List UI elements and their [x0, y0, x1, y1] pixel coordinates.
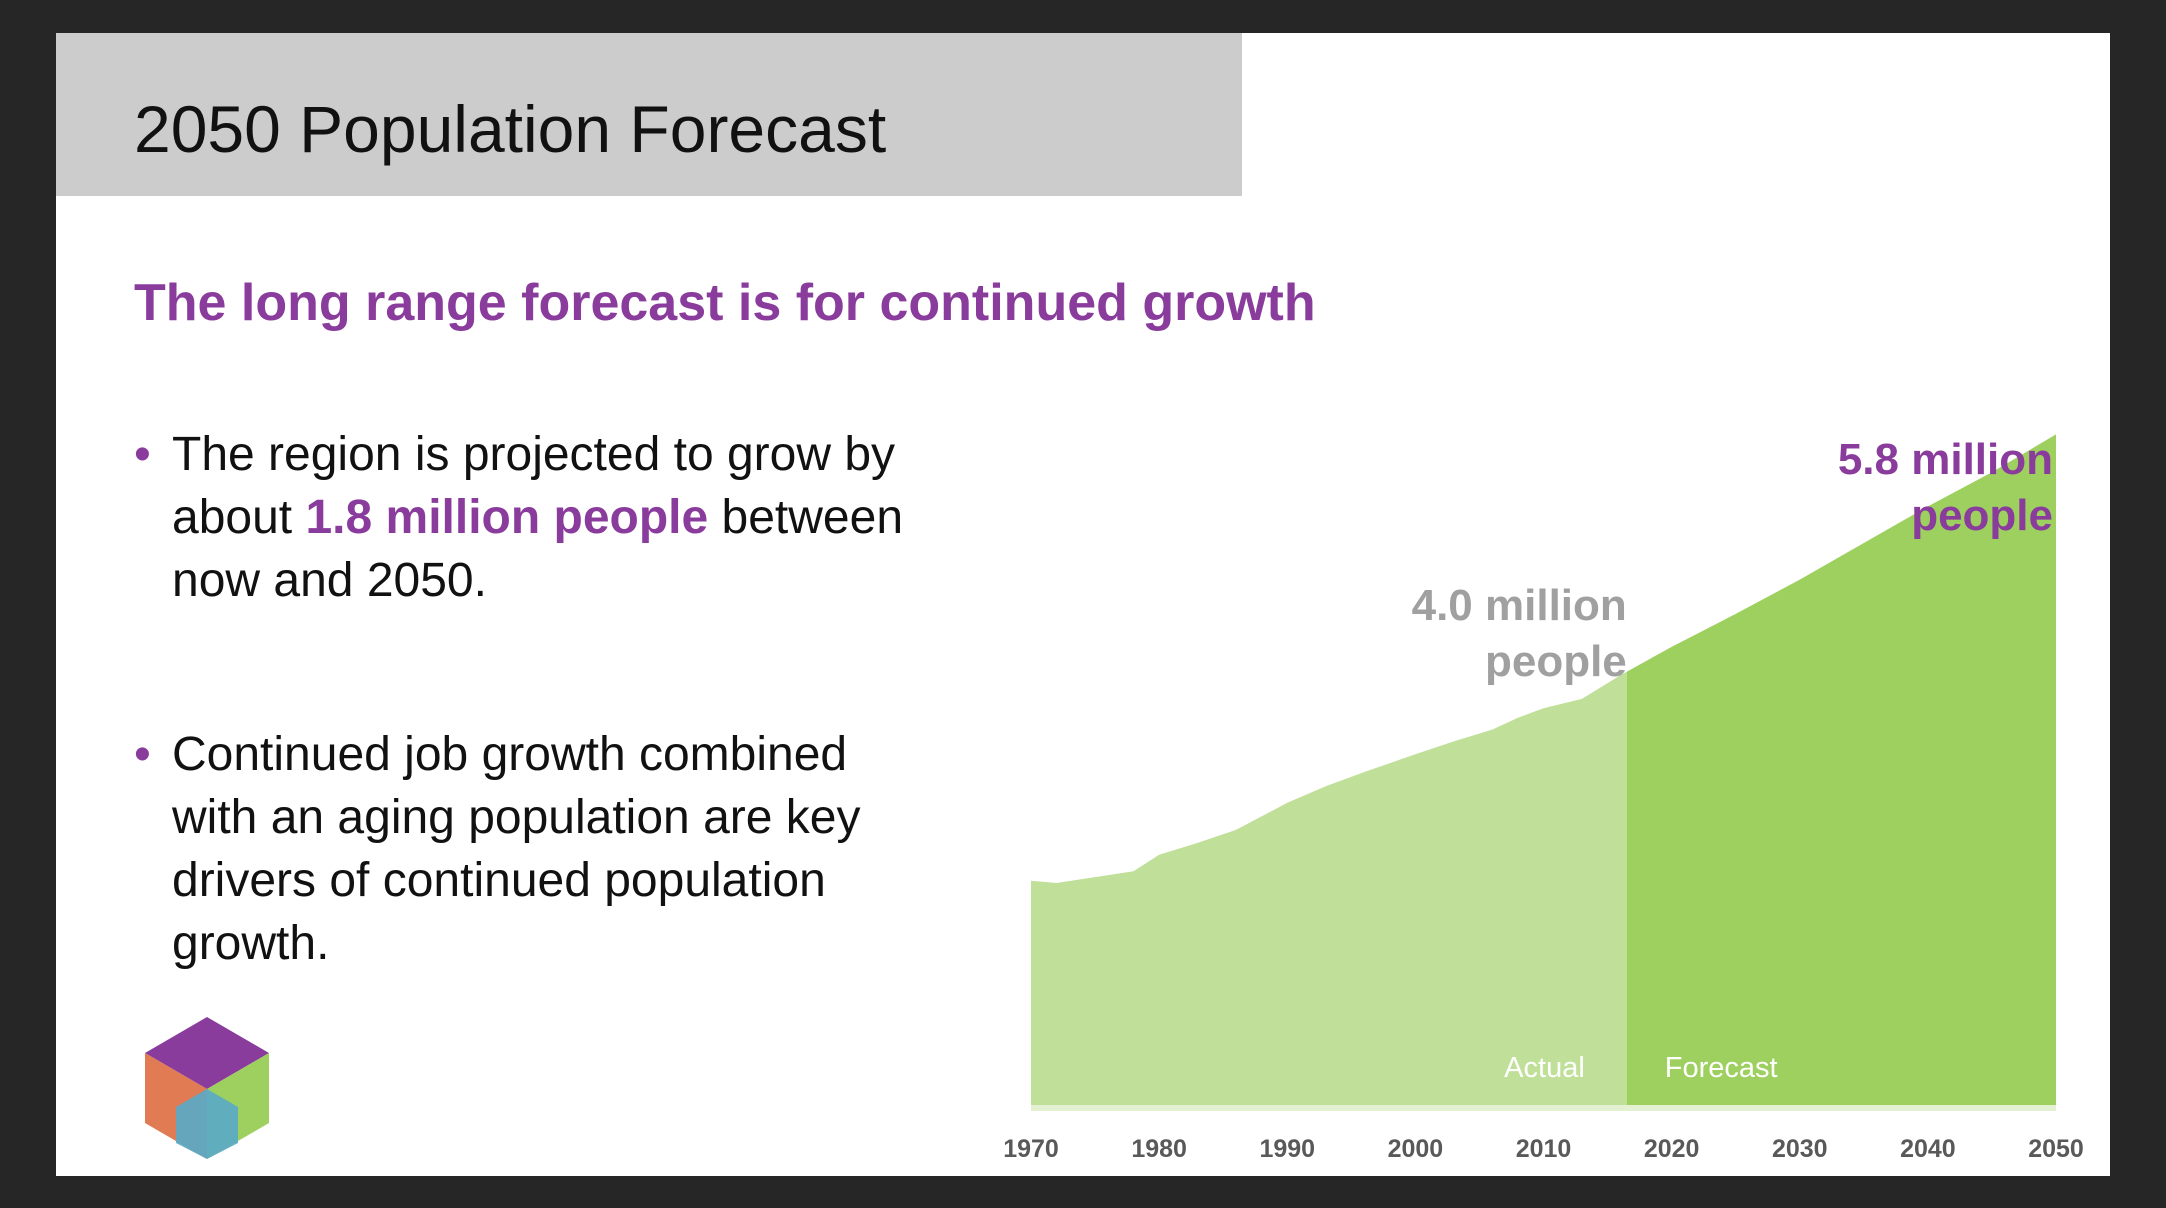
x-tick-label: 2030 [1772, 1135, 1828, 1163]
series-label-actual: Actual [1504, 1052, 1585, 1084]
annotation-actual-line1: 4.0 million [1412, 581, 1627, 630]
bullet-text-1: The region is projected to grow by about… [172, 423, 924, 612]
annotation-forecast-line2: people [1911, 491, 2053, 540]
hexagon-cube-logo-icon [145, 1017, 269, 1159]
population-area-chart: Actual Forecast 1970 1980 1990 2000 2010 2020 20… [1003, 434, 2084, 1163]
annotation-actual-line2: people [1485, 637, 1627, 686]
slide-subtitle: The long range forecast is for continued… [134, 274, 1316, 332]
bullet-1-highlight: 1.8 million people [305, 491, 709, 544]
bullet-item-2: • Continued job growth combined with an … [134, 723, 924, 975]
x-tick-label: 1980 [1131, 1135, 1187, 1163]
x-tick-label: 2020 [1644, 1135, 1700, 1163]
series-area-actual [1031, 671, 1627, 1105]
x-tick-label: 2040 [1900, 1135, 1956, 1163]
series-area-forecast [1626, 434, 2056, 1105]
x-tick-label: 1970 [1003, 1135, 1059, 1163]
bullet-1-text-b: between now and 2050. [172, 491, 904, 607]
series-label-forecast: Forecast [1665, 1052, 1778, 1084]
bullet-text-2: Continued job growth combined with an ag… [172, 728, 861, 970]
bullet-icon: • [134, 728, 151, 781]
logo-center-face [176, 1089, 238, 1159]
annotation-forecast-line1: 5.8 million [1838, 435, 2053, 484]
bullet-icon: • [134, 428, 151, 481]
bullet-item-1: • The region is projected to grow by abo… [134, 423, 924, 612]
x-tick-label: 2010 [1516, 1135, 1572, 1163]
x-tick-label: 2000 [1388, 1135, 1444, 1163]
chart-baseline [1031, 1105, 2056, 1111]
x-tick-label: 1990 [1259, 1135, 1315, 1163]
x-tick-label: 2050 [2028, 1135, 2084, 1163]
title-band: 2050 Population Forecast [56, 33, 1242, 196]
bullet-1-text-a: The region is projected to grow by about [172, 428, 896, 544]
slide: 2050 Population Forecast The long range … [56, 33, 2110, 1176]
slide-title: 2050 Population Forecast [134, 92, 887, 166]
